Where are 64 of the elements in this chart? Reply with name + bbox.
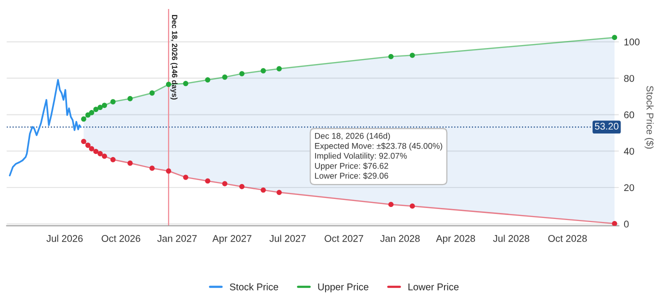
point <box>102 154 108 159</box>
point <box>102 102 108 108</box>
legend-label: Upper Price <box>318 283 368 292</box>
point <box>127 96 133 102</box>
point <box>410 52 415 58</box>
point <box>93 148 98 154</box>
point <box>127 160 133 166</box>
point <box>260 68 266 74</box>
y-axis-title: Stock Price ($) <box>644 86 654 149</box>
y-tick-label: 60 <box>624 111 634 118</box>
point <box>388 202 394 208</box>
annotation: Implied Volatility: 92.07% <box>315 152 407 160</box>
point <box>110 99 116 104</box>
y-tick-label: 0 <box>624 220 629 228</box>
point <box>98 104 103 110</box>
y-tick-label: 80 <box>624 74 634 82</box>
point <box>89 110 94 116</box>
point <box>110 157 116 162</box>
point <box>388 54 394 60</box>
point <box>183 80 188 86</box>
x-tick-label: Oct 2027 <box>324 235 364 242</box>
x-tick-label: Jan 2027 <box>157 235 197 242</box>
point <box>410 203 415 209</box>
x-tick-label: Apr 2028 <box>436 235 476 244</box>
point <box>205 77 210 82</box>
legend-label: Lower Price <box>408 283 459 290</box>
point <box>205 178 210 184</box>
point <box>239 71 244 76</box>
x-tick-label: Jan 2028 <box>380 235 420 242</box>
point <box>183 174 188 180</box>
legend-label: Stock Price <box>230 283 278 290</box>
x-tick-label: Apr 2027 <box>212 235 252 244</box>
point <box>260 187 266 193</box>
x-tick-label: Jul 2026 <box>46 234 83 242</box>
point <box>612 220 618 226</box>
point <box>222 181 228 186</box>
y-tick-label: 40 <box>624 148 634 155</box>
point <box>85 112 91 118</box>
x-tick-label: Jul 2028 <box>493 234 530 242</box>
point <box>81 116 86 122</box>
point <box>612 34 618 40</box>
ref-line-label: 53.20 <box>594 122 618 130</box>
point <box>222 74 228 80</box>
point <box>276 66 282 72</box>
point <box>149 90 155 96</box>
point <box>166 168 172 174</box>
point <box>98 151 103 156</box>
x-tick-label: Oct 2028 <box>548 235 587 242</box>
annotation: Upper Price: $76.62 <box>315 162 388 170</box>
line-series <box>8 79 82 176</box>
annotation: Dec 18, 2026 (146d) <box>315 132 390 140</box>
point <box>149 166 155 171</box>
y-tick-label: 20 <box>624 184 634 192</box>
point <box>89 146 94 152</box>
annotation: Expected Move: ±$23.78 (45.00%) <box>315 142 442 151</box>
y-tick-label: 100 <box>624 38 640 46</box>
point <box>85 142 91 148</box>
point <box>276 190 282 196</box>
x-tick-label: Jul 2027 <box>269 234 306 242</box>
point <box>81 138 86 144</box>
point <box>239 184 244 190</box>
x-tick-label: Oct 2026 <box>102 235 140 242</box>
point <box>93 106 98 112</box>
annotation: Lower Price: $29.06 <box>315 172 388 180</box>
